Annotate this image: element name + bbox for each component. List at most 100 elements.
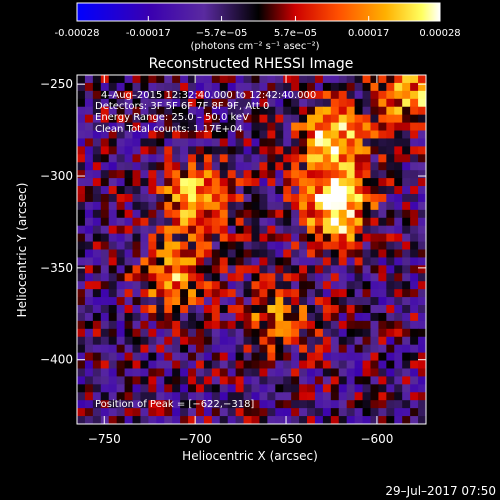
colorbar-ticks: -0.00028 -0.00017 −5.7e−05 5.7e−05 0.00017 0.… xyxy=(55,16,461,39)
heatmap-cell xyxy=(299,217,308,227)
heatmap-cell xyxy=(354,201,364,211)
heatmap-cell xyxy=(148,249,157,259)
heatmap-cell xyxy=(219,130,229,140)
heatmap-cell xyxy=(211,249,221,259)
heatmap-cell xyxy=(172,305,181,314)
heatmap-cell xyxy=(299,408,308,417)
heatmap-cell xyxy=(259,416,268,424)
heatmap-cell xyxy=(386,114,395,124)
heatmap-cell xyxy=(267,320,276,330)
heatmap-cell xyxy=(188,170,197,179)
heatmap-cell xyxy=(188,289,197,298)
heatmap-cell xyxy=(92,305,102,314)
heatmap-cell xyxy=(84,241,94,251)
heatmap-cell xyxy=(402,241,411,251)
heatmap-cell xyxy=(108,360,118,370)
heatmap-cell xyxy=(307,376,316,385)
heatmap-cell xyxy=(219,170,229,179)
heatmap-cell xyxy=(354,154,364,163)
heatmap-cell xyxy=(418,408,426,417)
heatmap-cell xyxy=(140,241,149,251)
heatmap-cell xyxy=(164,289,173,298)
heatmap-cell xyxy=(124,209,134,219)
heatmap-cell xyxy=(346,368,356,378)
heatmap-cell xyxy=(92,297,102,306)
heatmap-cell xyxy=(259,368,268,378)
heatmap-cell xyxy=(211,257,221,266)
heatmap-cell xyxy=(227,138,237,147)
heatmap-cell xyxy=(100,209,110,219)
heatmap-cell xyxy=(77,146,86,155)
heatmap-cell xyxy=(211,75,221,84)
heatmap-cell xyxy=(378,241,387,251)
heatmap-cell xyxy=(124,249,134,259)
heatmap-cell xyxy=(362,154,372,163)
heatmap-cell xyxy=(251,193,261,203)
heatmap-cell xyxy=(346,249,356,259)
heatmap-cell xyxy=(211,328,221,338)
heatmap-cell xyxy=(211,193,221,203)
heatmap-cell xyxy=(116,384,126,393)
heatmap-cell xyxy=(84,170,94,179)
heatmap-cell xyxy=(243,328,253,338)
heatmap-cell xyxy=(386,193,395,203)
heatmap-cell xyxy=(307,360,316,370)
heatmap-cell xyxy=(267,193,276,203)
heatmap-cell xyxy=(132,320,142,330)
heatmap-cell xyxy=(354,146,364,155)
heatmap-cell xyxy=(354,130,364,140)
heatmap-cell xyxy=(195,408,205,417)
heatmap-cell xyxy=(172,114,181,124)
heatmap-cell xyxy=(283,312,292,322)
heatmap-cell xyxy=(124,360,134,370)
heatmap-cell xyxy=(203,162,213,171)
heatmap-cell xyxy=(195,75,205,84)
heatmap-cell xyxy=(124,178,134,187)
heatmap-cell xyxy=(116,201,126,211)
heatmap-cell xyxy=(172,106,181,116)
heatmap-cell xyxy=(314,368,324,378)
heatmap-cell xyxy=(402,352,411,362)
heatmap-cell xyxy=(275,289,284,298)
heatmap-cell xyxy=(299,82,308,92)
heatmap-cell xyxy=(402,305,411,314)
heatmap-cell xyxy=(354,225,364,235)
heatmap-cell xyxy=(172,75,181,84)
heatmap-cell xyxy=(251,154,261,163)
heatmap-cell xyxy=(354,344,364,354)
heatmap-cell xyxy=(275,90,284,100)
heatmap-cell xyxy=(148,122,157,132)
heatmap-cell xyxy=(108,146,118,155)
heatmap-cell xyxy=(338,170,348,179)
heatmap-cell xyxy=(172,225,181,235)
heatmap-cell xyxy=(203,344,213,354)
heatmap-cell xyxy=(291,384,300,393)
heatmap-cell xyxy=(354,408,364,417)
heatmap-cell xyxy=(362,98,372,108)
heatmap-cell xyxy=(172,344,181,354)
heatmap-cell xyxy=(156,98,165,108)
heatmap-cell xyxy=(211,114,221,124)
heatmap-cell xyxy=(283,225,292,235)
heatmap-cell xyxy=(322,384,332,393)
heatmap-cell xyxy=(235,98,245,108)
heatmap-cell xyxy=(267,138,276,147)
heatmap-cell xyxy=(132,336,142,346)
heatmap-cell xyxy=(322,162,332,171)
heatmap-cell xyxy=(418,75,426,84)
heatmap-cell xyxy=(164,193,173,203)
heatmap-cell xyxy=(227,352,237,362)
heatmap-cell xyxy=(235,305,245,314)
heatmap-cell xyxy=(77,376,86,385)
heatmap-cell xyxy=(235,392,245,401)
heatmap-cell xyxy=(370,289,380,298)
heatmap-cell xyxy=(203,360,213,370)
heatmap-cell xyxy=(92,233,102,243)
heatmap-cell xyxy=(84,114,94,124)
heatmap-cell xyxy=(148,273,157,282)
heatmap-cell xyxy=(275,328,284,338)
heatmap-cell xyxy=(402,257,411,266)
heatmap-cell xyxy=(116,138,126,147)
heatmap-cell xyxy=(124,186,134,195)
heatmap-cell xyxy=(402,114,411,124)
